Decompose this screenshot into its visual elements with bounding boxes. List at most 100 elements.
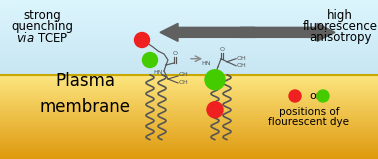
Text: OH: OH [179,80,189,86]
Text: flourescent dye: flourescent dye [268,117,350,127]
Bar [0,55,378,56]
Bar [0,54,378,55]
Bar [0,25,378,26]
Bar [0,73,378,75]
Bar [0,101,378,103]
Bar [0,141,378,142]
Bar [0,110,378,111]
Circle shape [205,70,225,90]
Text: O: O [172,51,178,56]
Bar [0,153,378,155]
Bar [0,36,378,37]
Bar [0,4,378,5]
Bar [0,125,378,127]
Text: $\it{via}$ TCEP: $\it{via}$ TCEP [16,31,68,45]
Bar [0,46,378,47]
Bar [0,39,378,40]
Bar [0,87,378,89]
Bar [0,85,378,86]
Bar [0,60,378,61]
Bar [0,82,378,83]
Bar [0,118,378,120]
Text: anisotropy: anisotropy [309,31,371,44]
Bar [0,122,378,124]
Bar [0,20,378,21]
Text: OH: OH [237,56,247,61]
Bar [0,108,378,110]
Bar [0,135,378,137]
Bar [0,120,378,121]
Bar [0,5,378,6]
Bar [0,69,378,70]
Bar [0,100,378,101]
Bar [0,65,378,66]
Bar [0,67,378,69]
Bar [0,121,378,122]
Bar [0,49,378,50]
Circle shape [135,32,150,48]
Bar [0,15,378,16]
Bar [0,61,378,62]
Bar [0,78,378,79]
Text: OH: OH [179,73,189,77]
Bar [0,80,378,82]
Bar [0,92,378,93]
Bar [0,1,378,3]
Text: positions of: positions of [279,107,339,117]
Circle shape [143,52,158,68]
Bar [0,97,378,99]
Text: OH: OH [237,63,247,68]
Bar [0,34,378,35]
Bar [0,158,378,159]
Bar [0,45,378,46]
Text: O: O [220,47,225,52]
Bar [0,59,378,60]
Bar [0,19,378,20]
Bar [0,93,378,94]
Bar [0,29,378,30]
Bar [0,117,378,118]
Bar [0,62,378,63]
Bar [0,47,378,49]
Bar [0,145,378,146]
Bar [0,156,378,158]
Bar [0,127,378,128]
Bar [0,26,378,27]
Bar [0,66,378,67]
Text: quenching: quenching [11,20,73,33]
Bar [0,111,378,113]
Bar [0,144,378,145]
Bar [0,6,378,7]
Bar [0,41,378,42]
Bar [0,71,378,72]
Bar [0,37,378,39]
Bar [0,0,378,1]
Bar [0,42,378,44]
Text: Plasma
membrane: Plasma membrane [39,73,130,115]
Text: HN: HN [201,61,211,66]
Bar [0,131,378,132]
Bar [0,35,378,36]
Text: or: or [309,91,321,101]
Bar [0,138,378,139]
Bar [0,24,378,25]
Bar [0,151,378,152]
Bar [0,79,378,80]
Bar [0,56,378,57]
Bar [0,132,378,134]
Bar [0,114,378,115]
Bar [0,75,378,76]
Bar [0,134,378,135]
Bar [0,94,378,96]
Bar [0,155,378,156]
Bar [0,21,378,22]
Bar [0,103,378,104]
Bar [0,139,378,141]
FancyArrow shape [240,23,335,41]
Text: HN: HN [153,70,163,75]
Bar [0,149,378,151]
Bar [0,30,378,31]
Circle shape [289,90,301,102]
Bar [0,17,378,19]
Bar [0,31,378,32]
